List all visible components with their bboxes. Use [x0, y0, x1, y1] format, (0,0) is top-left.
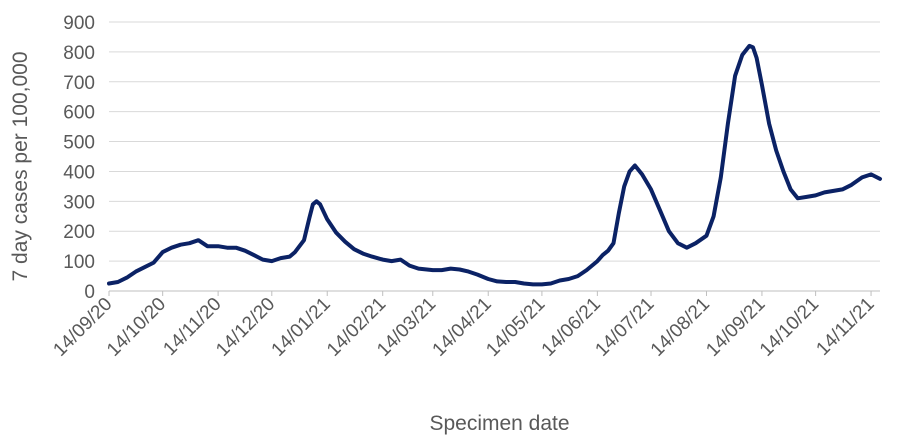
y-tick-label: 300 — [63, 192, 95, 213]
y-tick-label: 200 — [63, 222, 95, 243]
y-tick-label: 500 — [63, 133, 95, 154]
y-axis-ticks: 0 100 200 300 400 500 600 700 800 900 — [63, 13, 95, 303]
x-axis-label: Specimen date — [429, 412, 569, 435]
x-tick-label: 14/05/21 — [482, 294, 549, 361]
x-tick-label: 14/10/20 — [103, 294, 170, 361]
series-group — [107, 43, 882, 287]
y-tick-label: 900 — [63, 13, 95, 34]
y-tick-label: 600 — [63, 103, 95, 124]
x-tick-label: 14/11/21 — [812, 294, 878, 360]
x-tick-label: 14/12/20 — [212, 294, 279, 361]
y-tick-label: 400 — [63, 162, 95, 183]
x-axis-ticks: 14/09/2014/10/2014/11/2014/12/2014/01/21… — [49, 291, 879, 361]
x-tick-label: 14/08/21 — [647, 294, 714, 361]
y-tick-label: 700 — [63, 73, 95, 94]
y-axis-label: 7 day cases per 100,000 — [9, 52, 32, 282]
y-tick-label: 100 — [63, 252, 95, 273]
series-line-0 — [107, 43, 882, 287]
y-tick-label: 800 — [63, 43, 95, 64]
y-tick-label: 0 — [84, 282, 95, 303]
x-tick-label: 14/10/21 — [756, 294, 823, 361]
x-tick-label: 14/07/21 — [591, 294, 658, 361]
x-tick-label: 14/01/21 — [268, 294, 335, 361]
gridlines — [109, 21, 880, 262]
